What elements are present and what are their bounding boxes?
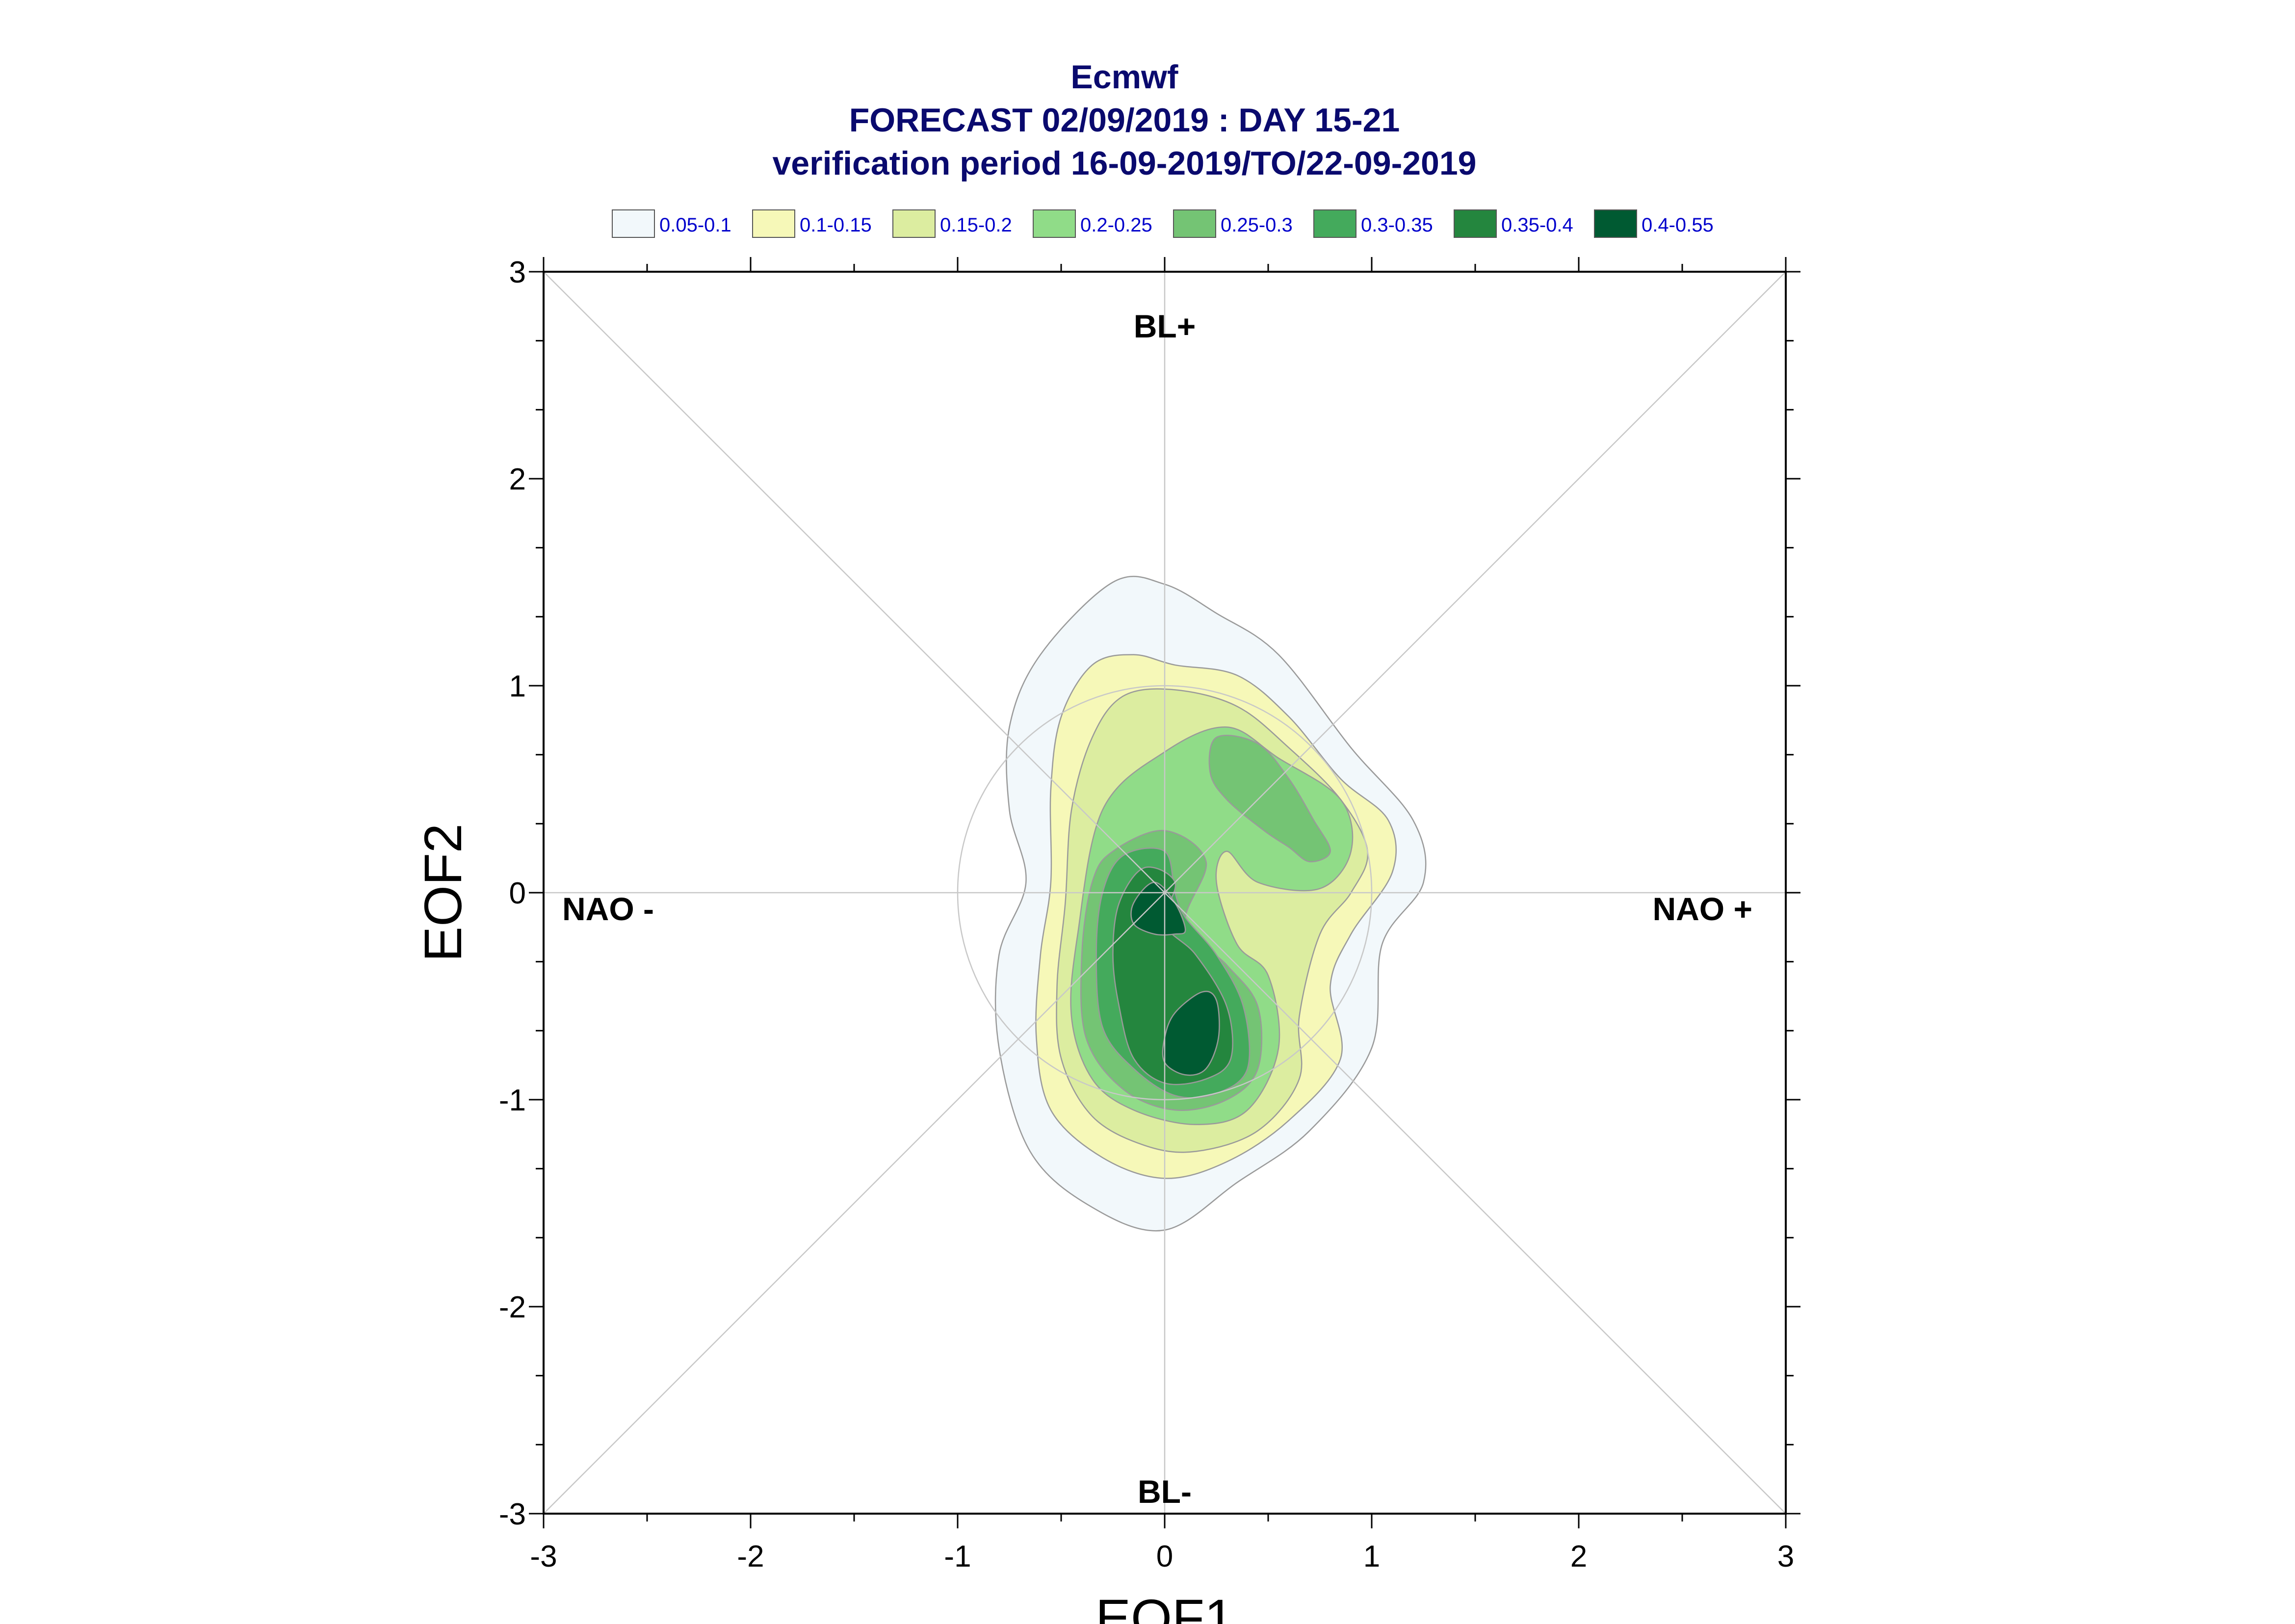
x-tick-label: 1 [1363,1540,1380,1573]
legend-swatch-0.35-0.4 [1454,209,1497,238]
regime-label-nao-plus: NAO + [1652,891,1752,927]
contour-0.4-0.55-1 [1162,990,1220,1076]
plot-area: -3 -2 -1 0 1 2 3 -3 -2 -1 0 1 2 3 [499,256,1800,1573]
legend-label: 0.25-0.3 [1221,214,1293,236]
title-line-2: FORECAST 02/09/2019 : DAY 15-21 [849,102,1400,139]
y-tick-label: 1 [509,670,526,703]
y-tick-label: 0 [509,876,526,910]
legend-swatch-0.05-0.1 [612,209,655,238]
x-tick-label: -3 [530,1540,557,1573]
legend-label: 0.15-0.2 [940,214,1012,236]
y-tick-label: -1 [499,1083,526,1117]
legend-label: 0.3-0.35 [1361,214,1433,236]
unit-circle [957,685,1373,1101]
legend: 0.05-0.1 0.1-0.15 0.15-0.2 0.2-0.25 0.25-0.3… [612,209,1714,238]
x-axis-label: EOF1 [1095,1588,1234,1624]
regime-label-bl-plus: BL+ [1134,308,1196,344]
regime-label-nao-minus: NAO - [562,891,654,927]
x-tick-label: 3 [1777,1540,1794,1573]
legend-label: 0.05-0.1 [659,214,731,236]
contour-0.25-0.3-1 [1208,735,1331,863]
x-tick-label: 0 [1156,1540,1173,1573]
x-tick-label: -1 [944,1540,971,1573]
x-tick-label: 2 [1570,1540,1587,1573]
y-tick-label: -3 [499,1497,526,1531]
y-tick-label: -2 [499,1290,526,1324]
legend-swatch-0.4-0.55 [1594,209,1637,238]
regime-label-bl-minus: BL- [1138,1473,1192,1510]
legend-label: 0.35-0.4 [1501,214,1573,236]
legend-label: 0.2-0.25 [1080,214,1152,236]
legend-label: 0.1-0.15 [800,214,872,236]
y-tick-label: 2 [509,463,526,496]
title-line-1: Ecmwf [1070,58,1178,96]
y-axis-label: EOF2 [413,824,472,962]
title-line-3: verification period 16-09-2019/TO/22-09-… [772,145,1476,182]
y-tick-label: 3 [509,256,526,289]
legend-swatch-0.25-0.3 [1173,209,1216,238]
axis-ticks: -3 -2 -1 0 1 2 3 -3 -2 -1 0 1 2 3 [499,256,1800,1573]
legend-swatch-0.2-0.25 [1033,209,1076,238]
legend-swatch-0.3-0.35 [1313,209,1356,238]
legend-swatch-0.1-0.15 [752,209,795,238]
reference-lines [543,271,1786,1514]
legend-label: 0.4-0.55 [1642,214,1714,236]
legend-swatch-0.15-0.2 [892,209,936,238]
chart-title: Ecmwf FORECAST 02/09/2019 : DAY 15-21 ve… [772,58,1476,182]
x-tick-label: -2 [737,1540,764,1573]
